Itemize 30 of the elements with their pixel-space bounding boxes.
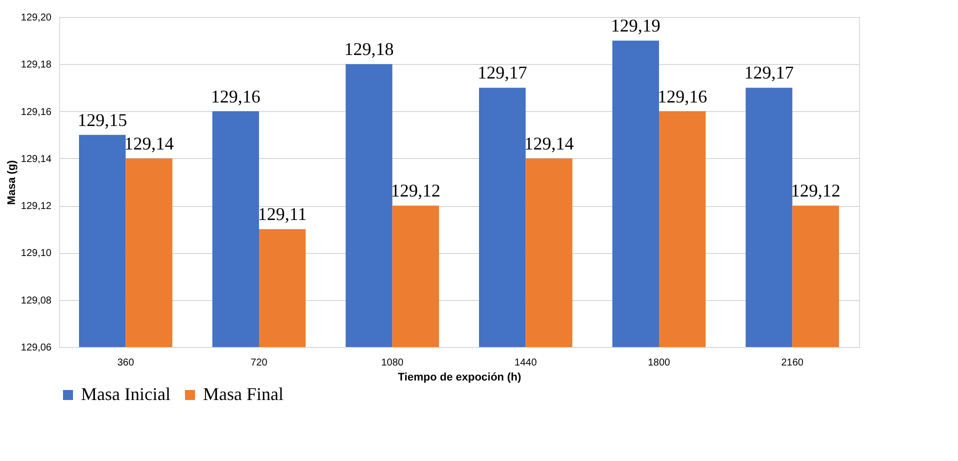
data-label: 129,15 <box>78 110 128 130</box>
x-axis-title: Tiempo de expoción (h) <box>398 372 522 384</box>
data-label: 129,12 <box>390 180 440 201</box>
data-label: 129,14 <box>124 133 174 154</box>
x-tick-label: 720 <box>250 358 268 368</box>
y-axis-title: Masa (g) <box>6 160 18 205</box>
data-label: 129,17 <box>744 62 794 83</box>
data-label: 129,11 <box>258 204 307 224</box>
y-tick-label: 129,16 <box>20 106 52 118</box>
data-label: 129,12 <box>790 180 840 201</box>
data-label: 129,16 <box>210 86 260 106</box>
y-tick-label: 129,06 <box>20 342 52 354</box>
y-tick-label: 129,20 <box>20 12 52 24</box>
y-tick-label: 129,08 <box>20 295 52 306</box>
x-tick-label: 1440 <box>514 358 538 368</box>
y-tick-label: 129,18 <box>20 60 52 71</box>
x-tick-label: 360 <box>117 358 134 368</box>
data-label: 129,19 <box>610 16 660 36</box>
y-tick-label: 129,10 <box>20 248 52 260</box>
y-tick-label: 129,14 <box>20 154 52 165</box>
data-label: 129,17 <box>478 62 528 83</box>
legend-label: Masa Final <box>203 384 284 404</box>
x-tick-label: 2160 <box>781 358 804 368</box>
x-tick-label: 1800 <box>648 358 671 368</box>
data-label: 129,16 <box>658 86 708 106</box>
x-tick-label: 1080 <box>381 358 404 368</box>
y-tick-label: 129,12 <box>20 201 52 212</box>
data-label: 129,14 <box>524 133 574 154</box>
legend-label: Masa Inicial <box>81 384 170 404</box>
data-label: 129,18 <box>344 39 394 60</box>
